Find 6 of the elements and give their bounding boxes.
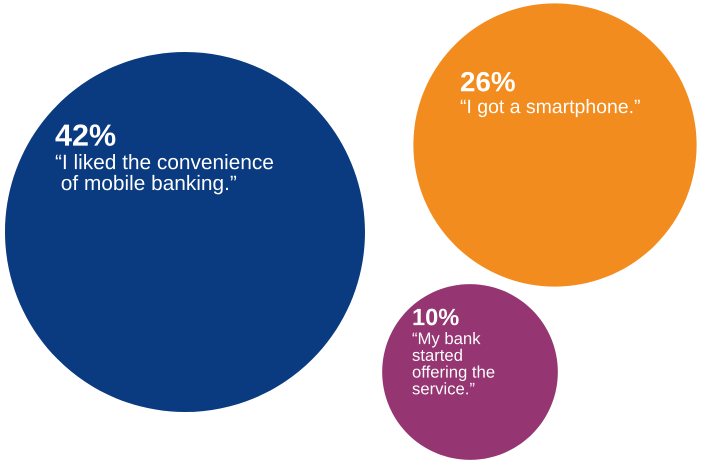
category-label: “My bank started offering the service.” <box>412 332 494 394</box>
category-label: “I liked the convenience of mobile banking.” <box>56 154 273 194</box>
data-label: 26% <box>460 72 515 92</box>
data-label: 10% <box>413 308 459 326</box>
category-label: “I got a smartphone.” <box>460 99 640 118</box>
data-label: 42% <box>55 124 116 146</box>
